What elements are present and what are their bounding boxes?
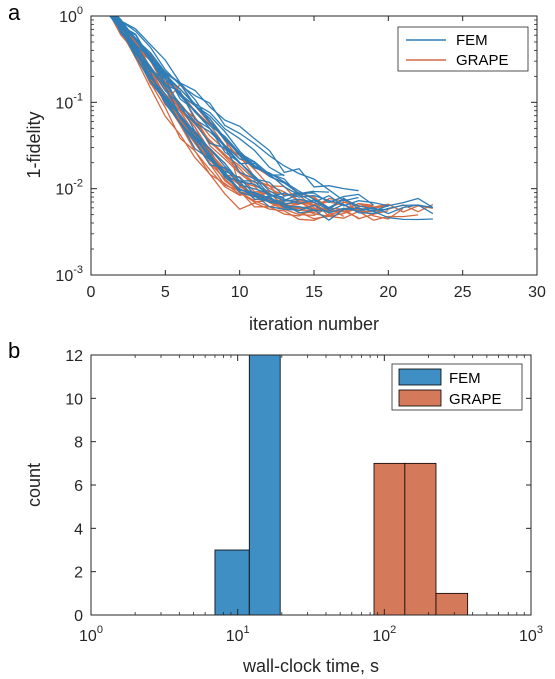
panel-a-grape-curve <box>110 16 359 221</box>
panel-a-fem-curve <box>112 16 285 177</box>
panel-a-fem-curve <box>113 16 359 192</box>
panel-a-x-tick-label: 15 <box>305 284 323 301</box>
panel-a-x-tick-label: 25 <box>454 284 472 301</box>
panel-b-y-tick-label: 0 <box>74 608 83 625</box>
panel-b-y-tick-label: 6 <box>74 478 83 495</box>
panel-a-y-tick-label: 10-1 <box>55 91 83 112</box>
panel-a-grape-curve <box>115 16 255 186</box>
panel-b-grape-bar <box>404 462 437 616</box>
panel-a-curves <box>108 16 434 221</box>
panel-b-x-ticks: 100 101 102 103 <box>79 355 543 645</box>
panel-b-fem-bar <box>248 354 281 616</box>
panel-a-x-tick-label: 20 <box>379 284 397 301</box>
panel-b-y-axis-label: count <box>24 463 44 507</box>
panel-a-legend-fem-label: FEM <box>456 32 488 49</box>
panel-b-y-tick-label: 8 <box>74 435 83 452</box>
panel-a-fem-curve <box>115 16 359 202</box>
panel-b-legend-grape-swatch <box>398 389 442 407</box>
panel-a-y-tick-label: 10-3 <box>55 264 83 285</box>
panel-a-fem-curve <box>109 16 300 211</box>
panel-a-x-axis-label: iteration number <box>249 314 379 334</box>
panel-b-x-tick-label: 103 <box>519 624 543 645</box>
panel-a-chart: 0 5 10 15 20 25 30 100 10-1 10-2 10-3 iteration n… <box>24 5 546 334</box>
panel-b-y-tick-label: 4 <box>74 521 83 538</box>
panel-a-fem-curve <box>109 16 255 167</box>
panel-a-legend-grape-label: GRAPE <box>456 52 509 69</box>
panel-a-fem-curve <box>114 16 285 199</box>
panel-b-x-tick-label: 100 <box>79 624 103 645</box>
panel-b-label: b <box>8 338 20 363</box>
panel-a-y-tick-label: 10-2 <box>55 178 83 199</box>
panel-b-y-ticks: 0 2 4 6 8 10 12 <box>65 348 531 625</box>
panel-b-y-tick-label: 12 <box>65 348 83 365</box>
panel-b-legend: FEM GRAPE <box>391 363 523 411</box>
panel-b-y-tick-label: 2 <box>74 565 83 582</box>
panel-a-x-tick-label: 5 <box>161 284 170 301</box>
panel-a-y-ticks: 100 10-1 10-2 10-3 <box>55 5 537 285</box>
panel-b-grape-bar <box>373 462 406 616</box>
panel-a-x-ticks: 0 5 10 15 20 25 30 <box>87 16 546 301</box>
panel-a-fem-curve <box>108 16 300 205</box>
panel-a-legend-box <box>397 26 529 72</box>
panel-b-chart: 100 101 102 103 0 2 4 6 8 10 12 wall-clock time, … <box>24 348 543 676</box>
panel-a-y-axis-label: 1-fidelity <box>24 111 44 178</box>
panel-b-bars <box>214 354 469 616</box>
panel-b-fem-bar <box>214 549 250 616</box>
panel-b-legend-grape-label: GRAPE <box>449 391 502 408</box>
panel-a-y-tick-label: 100 <box>59 5 83 26</box>
panel-a-fem-curve <box>108 16 344 205</box>
panel-a-x-tick-label: 30 <box>528 284 546 301</box>
panel-b-x-tick-label: 101 <box>226 624 250 645</box>
panel-b-x-axis-label: wall-clock time, s <box>242 656 379 676</box>
panel-b-legend-fem-label: FEM <box>449 370 481 387</box>
panel-a-legend: FEM GRAPE <box>397 26 529 72</box>
panel-a-x-tick-label: 0 <box>87 284 96 301</box>
panel-b-grape-bar <box>435 592 469 616</box>
panel-a-fem-curve <box>111 16 374 206</box>
panel-b-legend-fem-swatch <box>398 368 442 386</box>
panel-b-x-tick-label: 102 <box>372 624 396 645</box>
panel-b-y-tick-label: 10 <box>65 391 83 408</box>
panel-a-label: a <box>8 0 21 25</box>
panel-a-x-tick-label: 10 <box>231 284 249 301</box>
